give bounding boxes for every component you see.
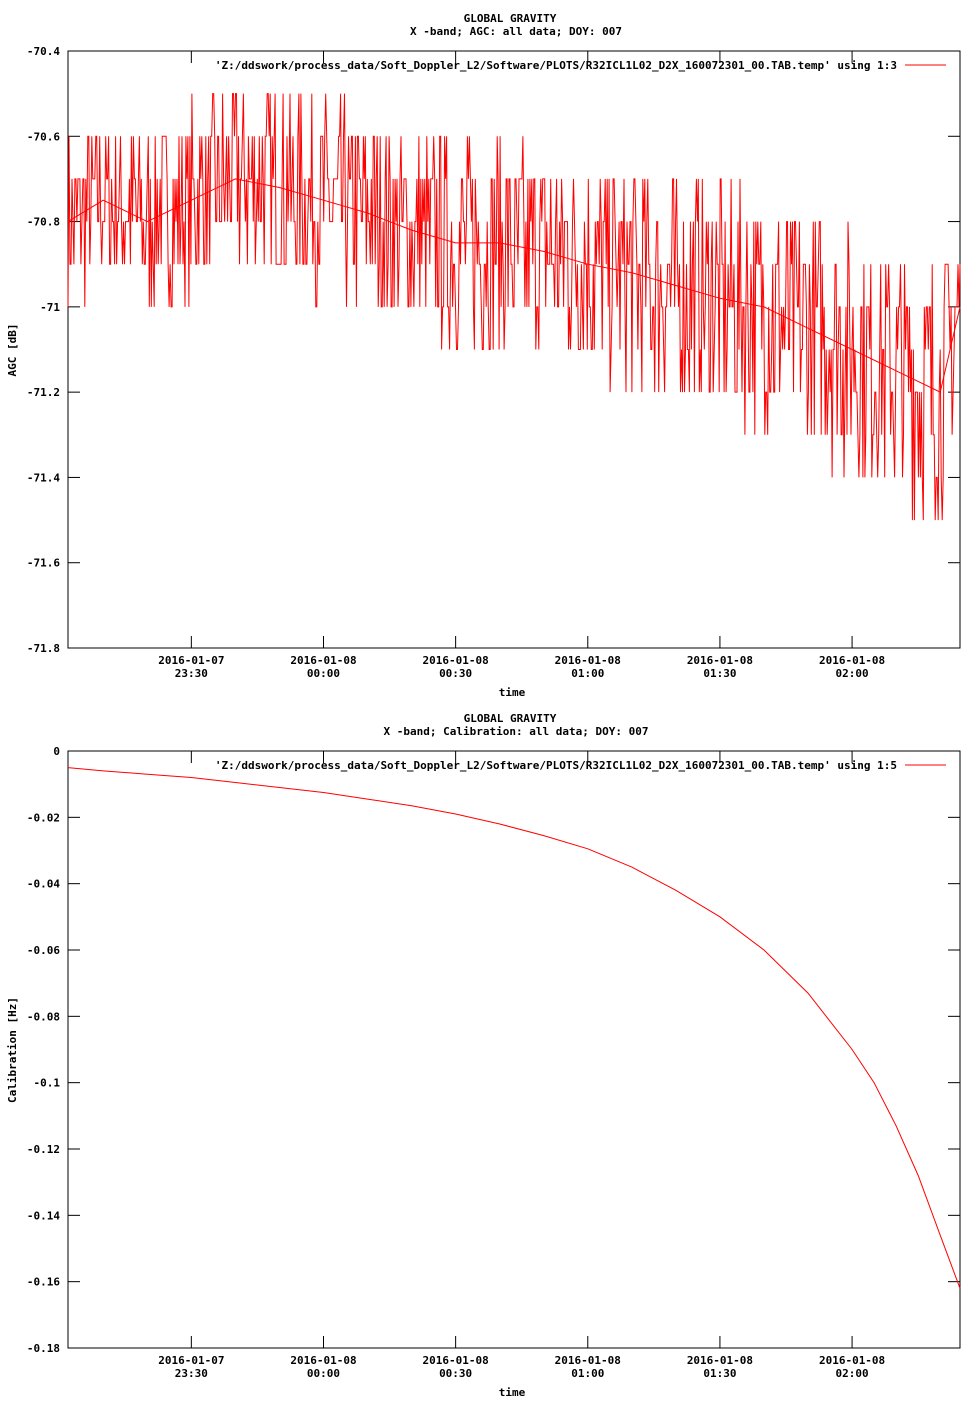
- x-tick-time: 23:30: [175, 1367, 208, 1380]
- chart-title: GLOBAL GRAVITY: [464, 712, 557, 725]
- y-axis-ticks: 0 -0.02 -0.04 -0.06 -0.08 -0.1 -0.12 -0.14 -0.16…: [27, 745, 960, 1355]
- y-tick-label: -0.08: [27, 1010, 60, 1023]
- agc-chart: GLOBAL GRAVITY X -band; AGC: all data; D…: [6, 12, 961, 699]
- y-axis-ticks: -70.4 -70.6 -70.8 -71 -71.2 -71.4 -71.6 -71.8: [27, 45, 960, 655]
- x-tick-date: 2016-01-08: [555, 1354, 621, 1367]
- x-axis-label: time: [499, 686, 526, 699]
- y-tick-label: -71.6: [27, 557, 60, 570]
- y-tick-label: -0.06: [27, 944, 60, 957]
- x-axis-ticks: 2016-01-0723:302016-01-0800:002016-01-08…: [158, 751, 885, 1380]
- series-line-agc-noise: [67, 93, 961, 521]
- y-tick-label: -71.4: [27, 471, 60, 484]
- x-tick-date: 2016-01-08: [423, 654, 489, 667]
- y-tick-label: -70.8: [27, 216, 60, 229]
- chart-title: GLOBAL GRAVITY: [464, 12, 557, 25]
- series-line-calibration: [67, 767, 961, 1289]
- x-tick-time: 01:30: [703, 667, 736, 680]
- x-tick-time: 02:00: [836, 667, 869, 680]
- x-tick-time: 00:00: [307, 1367, 340, 1380]
- y-tick-label: -0.02: [27, 811, 60, 824]
- x-tick-time: 23:30: [175, 667, 208, 680]
- y-tick-label: -0.16: [27, 1276, 60, 1289]
- x-tick-date: 2016-01-07: [158, 1354, 224, 1367]
- x-axis-label: time: [499, 1386, 526, 1399]
- legend-label: 'Z:/ddswork/process_data/Soft_Doppler_L2…: [215, 759, 897, 772]
- y-tick-label: -0.1: [34, 1077, 61, 1090]
- y-tick-label: -0.12: [27, 1143, 60, 1156]
- x-tick-date: 2016-01-08: [290, 1354, 356, 1367]
- x-tick-date: 2016-01-08: [555, 654, 621, 667]
- x-tick-time: 02:00: [836, 1367, 869, 1380]
- chart-subtitle: X -band; AGC: all data; DOY: 007: [410, 25, 622, 38]
- calibration-chart: GLOBAL GRAVITY X -band; Calibration: all…: [6, 712, 961, 1399]
- chart-subtitle: X -band; Calibration: all data; DOY: 007: [384, 725, 649, 738]
- y-tick-label: -71.8: [27, 642, 60, 655]
- y-axis-label: Calibration [Hz]: [6, 997, 19, 1103]
- x-tick-time: 00:00: [307, 667, 340, 680]
- x-tick-time: 00:30: [439, 1367, 472, 1380]
- plot-frame: [67, 50, 961, 649]
- x-tick-time: 00:30: [439, 667, 472, 680]
- x-tick-date: 2016-01-08: [423, 1354, 489, 1367]
- x-tick-date: 2016-01-08: [687, 654, 753, 667]
- y-tick-label: -71: [40, 301, 60, 314]
- x-tick-date: 2016-01-08: [290, 654, 356, 667]
- y-tick-label: -0.14: [27, 1209, 60, 1222]
- series-line-agc: [67, 178, 961, 393]
- x-tick-time: 01:00: [571, 667, 604, 680]
- y-tick-label: 0: [53, 745, 60, 758]
- y-tick-label: -0.18: [27, 1342, 60, 1355]
- x-tick-date: 2016-01-08: [687, 1354, 753, 1367]
- y-axis-label: AGC [dB]: [6, 324, 19, 377]
- y-tick-label: -70.4: [27, 45, 60, 58]
- y-tick-label: -70.6: [27, 130, 60, 143]
- y-tick-label: -0.04: [27, 878, 60, 891]
- plot-frame: [67, 750, 961, 1349]
- x-tick-date: 2016-01-07: [158, 654, 224, 667]
- x-axis-ticks: 2016-01-0723:302016-01-0800:002016-01-08…: [158, 51, 885, 680]
- x-tick-time: 01:00: [571, 1367, 604, 1380]
- x-tick-time: 01:30: [703, 1367, 736, 1380]
- x-tick-date: 2016-01-08: [819, 1354, 885, 1367]
- legend-label: 'Z:/ddswork/process_data/Soft_Doppler_L2…: [215, 59, 897, 72]
- x-tick-date: 2016-01-08: [819, 654, 885, 667]
- y-tick-label: -71.2: [27, 386, 60, 399]
